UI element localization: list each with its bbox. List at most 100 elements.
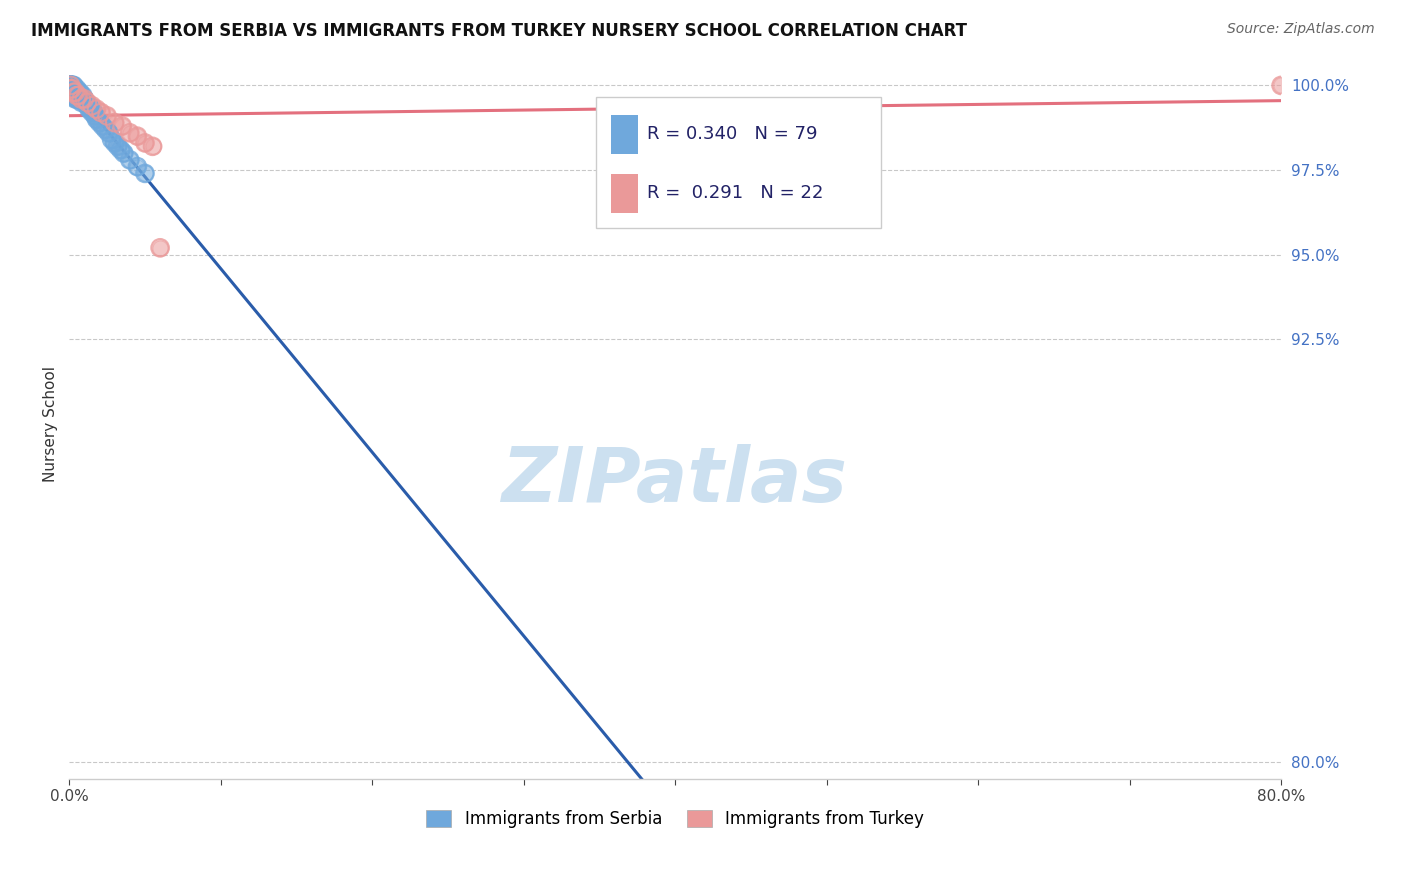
Point bbox=[59, 78, 82, 93]
Point bbox=[67, 88, 90, 103]
Point bbox=[97, 126, 120, 140]
Point bbox=[89, 115, 111, 129]
Point bbox=[107, 139, 129, 153]
Point bbox=[73, 92, 96, 106]
Point bbox=[75, 95, 97, 110]
Point bbox=[65, 82, 87, 96]
Point bbox=[60, 88, 83, 103]
Point bbox=[62, 88, 84, 103]
Point bbox=[112, 146, 135, 161]
Point bbox=[62, 88, 84, 103]
Point bbox=[73, 95, 96, 110]
Point bbox=[77, 99, 100, 113]
Point bbox=[89, 115, 111, 129]
Point bbox=[91, 119, 114, 133]
Point bbox=[76, 99, 98, 113]
Point bbox=[110, 143, 132, 157]
Point bbox=[59, 82, 82, 96]
Point bbox=[65, 85, 87, 99]
Point bbox=[62, 78, 84, 93]
Point bbox=[66, 92, 89, 106]
Point bbox=[118, 153, 141, 167]
Point bbox=[100, 132, 122, 146]
Point bbox=[76, 95, 98, 110]
Point bbox=[59, 82, 82, 96]
Point bbox=[59, 82, 82, 96]
Point bbox=[59, 78, 82, 93]
Point bbox=[66, 88, 89, 103]
Point bbox=[65, 92, 87, 106]
Point bbox=[100, 132, 122, 146]
Point bbox=[60, 78, 83, 93]
Point bbox=[59, 78, 82, 93]
Point bbox=[134, 136, 156, 150]
Point bbox=[111, 119, 134, 133]
Point bbox=[62, 85, 84, 99]
Point bbox=[62, 78, 84, 93]
Point bbox=[59, 78, 82, 93]
Point bbox=[76, 95, 98, 110]
Point bbox=[65, 85, 87, 99]
Point bbox=[70, 92, 93, 106]
Point bbox=[80, 99, 103, 113]
Point bbox=[60, 78, 83, 93]
Point bbox=[59, 78, 82, 93]
Point bbox=[80, 105, 103, 120]
Point bbox=[90, 105, 112, 120]
Point bbox=[59, 78, 82, 93]
Point bbox=[60, 82, 83, 96]
Point bbox=[59, 82, 82, 96]
Point bbox=[134, 166, 156, 180]
Point bbox=[86, 102, 108, 116]
Point bbox=[149, 241, 172, 255]
Point bbox=[141, 139, 163, 153]
Point bbox=[60, 78, 83, 93]
Text: IMMIGRANTS FROM SERBIA VS IMMIGRANTS FROM TURKEY NURSERY SCHOOL CORRELATION CHAR: IMMIGRANTS FROM SERBIA VS IMMIGRANTS FRO… bbox=[31, 22, 967, 40]
Point bbox=[59, 78, 82, 93]
Point bbox=[91, 119, 114, 133]
Point bbox=[94, 122, 117, 136]
Point bbox=[66, 88, 89, 103]
Point bbox=[62, 88, 84, 103]
Point bbox=[65, 88, 87, 103]
Point bbox=[67, 88, 90, 103]
Point bbox=[72, 88, 94, 103]
Point bbox=[65, 82, 87, 96]
Point bbox=[62, 82, 84, 96]
Point bbox=[66, 85, 89, 99]
Point bbox=[65, 92, 87, 106]
Point bbox=[118, 126, 141, 140]
Point bbox=[97, 126, 120, 140]
Point bbox=[72, 88, 94, 103]
Point bbox=[69, 92, 91, 106]
Point bbox=[72, 92, 94, 106]
Point bbox=[62, 85, 84, 99]
Point bbox=[59, 78, 82, 93]
Point bbox=[59, 82, 82, 96]
Point bbox=[59, 88, 82, 103]
Point bbox=[127, 160, 149, 174]
Point bbox=[60, 82, 83, 96]
Point bbox=[59, 78, 82, 93]
Point bbox=[1270, 78, 1292, 93]
Point bbox=[75, 95, 97, 110]
Point bbox=[59, 78, 82, 93]
Point bbox=[67, 85, 90, 99]
Point bbox=[60, 78, 83, 93]
Point bbox=[96, 109, 118, 123]
Point bbox=[90, 105, 112, 120]
Point bbox=[94, 122, 117, 136]
Point bbox=[69, 88, 91, 103]
Point bbox=[80, 99, 103, 113]
Point bbox=[66, 92, 89, 106]
Point bbox=[70, 88, 93, 103]
Point bbox=[59, 82, 82, 96]
Point bbox=[84, 109, 107, 123]
Point bbox=[62, 85, 84, 99]
Point bbox=[70, 95, 93, 110]
Point bbox=[62, 82, 84, 96]
Point bbox=[72, 92, 94, 106]
Point bbox=[62, 85, 84, 99]
Point bbox=[79, 102, 101, 116]
Text: Source: ZipAtlas.com: Source: ZipAtlas.com bbox=[1227, 22, 1375, 37]
